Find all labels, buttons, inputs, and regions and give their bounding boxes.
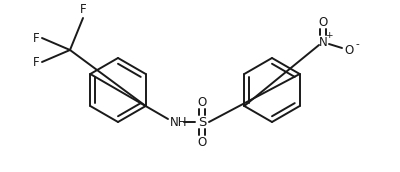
- Text: -: -: [355, 39, 359, 49]
- Text: F: F: [33, 56, 40, 68]
- Text: N: N: [319, 35, 327, 49]
- Text: O: O: [197, 136, 207, 148]
- Text: O: O: [197, 95, 207, 109]
- Text: F: F: [33, 31, 40, 45]
- Text: O: O: [318, 15, 328, 29]
- Text: +: +: [325, 31, 333, 40]
- Text: NH: NH: [170, 116, 188, 128]
- Text: F: F: [80, 3, 86, 16]
- Text: O: O: [344, 44, 354, 56]
- Text: S: S: [198, 116, 206, 128]
